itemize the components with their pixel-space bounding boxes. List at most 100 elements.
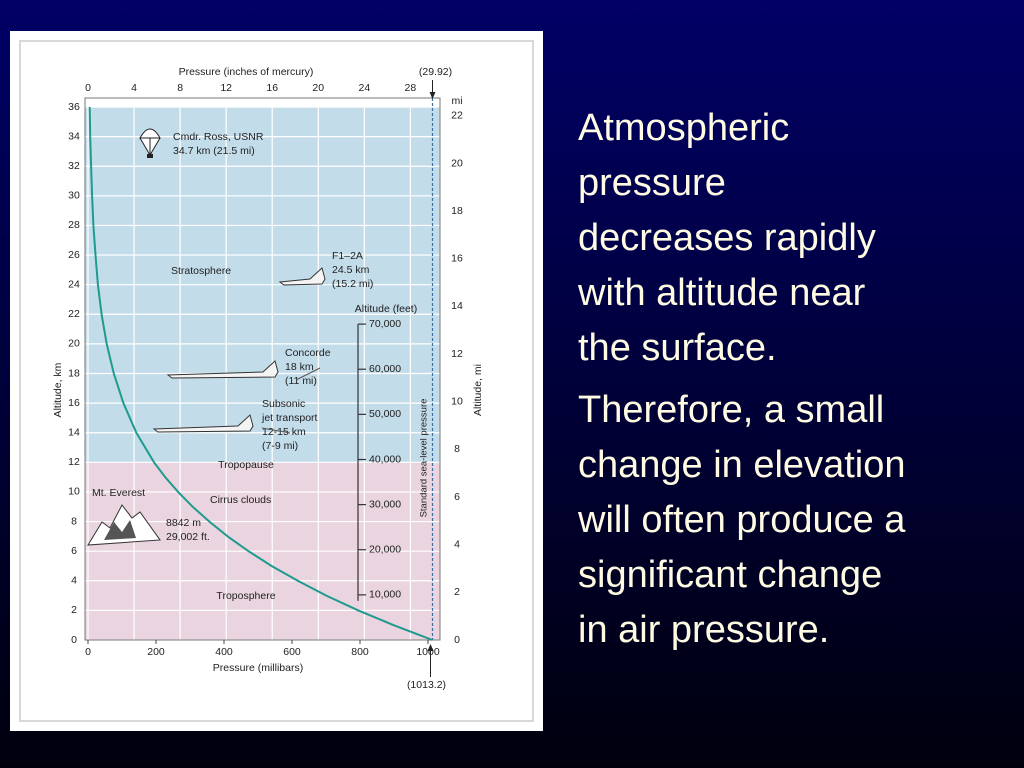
y-tick-label: 32 <box>68 160 80 172</box>
arrow-head <box>429 92 436 99</box>
annotation: (15.2 mi) <box>332 278 373 290</box>
annotation: 24.5 km <box>332 264 370 276</box>
y2-tick-label: 18 <box>451 205 463 217</box>
y-tick-label: 36 <box>68 101 80 113</box>
slide-text-line: change in elevation <box>578 444 906 486</box>
y2-tick-label: 10 <box>451 396 463 408</box>
y2-tick-label: 2 <box>454 586 460 598</box>
y3-tick-label: 70,000 <box>369 318 401 330</box>
y2-axis-label: Altitude, mi <box>472 364 484 416</box>
y-tick-label: 34 <box>68 130 80 142</box>
x-axis-label: Pressure (millibars) <box>213 662 303 674</box>
y-tick-label: 10 <box>68 486 80 498</box>
y-tick-label: 8 <box>71 515 77 527</box>
y3-tick-label: 40,000 <box>369 453 401 465</box>
x2-tick-label: 4 <box>131 82 137 94</box>
x2-axis-label: Pressure (inches of mercury) <box>179 66 314 78</box>
plot-border <box>84 97 441 641</box>
x-tick-label: 200 <box>147 646 165 658</box>
balloon-icon <box>139 128 161 156</box>
y2-tick-label: 8 <box>454 443 460 455</box>
x2-tick-label: 12 <box>220 82 232 94</box>
concorde-icon <box>166 360 279 379</box>
annotation: jet transport <box>261 412 318 424</box>
y2-tick-label: 0 <box>454 634 460 646</box>
y-tick-label: 28 <box>68 219 80 231</box>
leader-line <box>261 367 321 434</box>
x2-tick-label: 0 <box>85 82 91 94</box>
slide-text-line: with altitude near <box>578 272 866 314</box>
slide-text-line: significant change <box>578 554 883 596</box>
x-tick-label: 0 <box>85 646 91 658</box>
annotation: Cmdr. Ross, USNR <box>173 131 264 143</box>
y-tick-label: 30 <box>68 190 80 202</box>
y-tick-label: 12 <box>68 456 80 468</box>
chart: 0 200 400 600 800 1000(1013.2)Pressure (milli… <box>52 66 484 691</box>
y-tick-label: 20 <box>68 338 80 350</box>
y2-tick-label: 12 <box>451 348 463 360</box>
slide-text-line: Therefore, a small <box>578 389 885 431</box>
y-tick-label: 14 <box>68 427 80 439</box>
pressure-curve <box>88 106 433 641</box>
arrow-head <box>427 644 434 651</box>
band-label: Troposphere <box>216 590 275 602</box>
y3-tick-label: 50,000 <box>369 408 401 420</box>
annotation: Cirrus clouds <box>210 494 271 506</box>
y2-unit: mi <box>451 95 462 107</box>
x-tick-label: (1013.2) <box>407 679 446 691</box>
annotation: 34.7 km (21.5 mi) <box>173 145 255 157</box>
y-tick-label: 6 <box>71 545 77 557</box>
gondola-icon <box>147 154 153 158</box>
x2-tick-label: 20 <box>312 82 324 94</box>
slide-text-line: in air pressure. <box>578 609 830 651</box>
y3-tick-label: 10,000 <box>369 589 401 601</box>
y-tick-label: 24 <box>68 278 80 290</box>
annotation: Mt. Everest <box>92 487 145 499</box>
slide-text-line: will often produce a <box>578 499 906 541</box>
y-tick-label: 0 <box>71 634 77 646</box>
y-tick-label: 2 <box>71 604 77 616</box>
annotation: Concorde <box>285 347 331 359</box>
x2-tick-label: 8 <box>177 82 183 94</box>
y2-tick-label: 22 <box>451 110 463 122</box>
x-tick-label: 400 <box>215 646 233 658</box>
slide-text-line: Atmospheric <box>578 107 790 149</box>
y3-tick-label: 30,000 <box>369 498 401 510</box>
annotation: 8842 m <box>166 517 201 529</box>
y2-tick-label: 20 <box>451 157 463 169</box>
y2-tick-label: 16 <box>451 253 463 265</box>
x-tick-label: 800 <box>351 646 369 658</box>
x2-tick-label: (29.92) <box>419 66 452 78</box>
slide-text-line: pressure <box>578 162 726 204</box>
boundary-label: Tropopause <box>218 459 274 471</box>
x2-tick-label: 16 <box>266 82 278 94</box>
band-label: Stratosphere <box>171 265 231 277</box>
y-axis-label: Altitude, km <box>52 362 64 417</box>
annotation: (11 mi) <box>285 375 317 387</box>
jet-icon <box>152 414 254 433</box>
x-tick-label: 1000 <box>416 646 440 658</box>
annotation: (7-9 mi) <box>262 440 298 452</box>
reference-label: Standard sea-level pressure <box>419 399 430 518</box>
y-tick-label: 26 <box>68 249 80 261</box>
slide-text-line: the surface. <box>578 327 777 369</box>
y2-tick-label: 4 <box>454 538 460 550</box>
y3-tick-label: 60,000 <box>369 363 401 375</box>
y3-tick-label: 20,000 <box>369 544 401 556</box>
slide-text-line: decreases rapidly <box>578 217 876 259</box>
annotation: 29,002 ft. <box>166 531 210 543</box>
annotation: Subsonic <box>262 398 305 410</box>
y-tick-label: 22 <box>68 308 80 320</box>
y2-tick-label: 14 <box>451 300 463 312</box>
annotation: 18 km <box>285 361 314 373</box>
y-tick-label: 18 <box>68 367 80 379</box>
y2-tick-label: 6 <box>454 491 460 503</box>
mountain-icon <box>87 504 161 546</box>
mountain-shade <box>104 520 136 540</box>
x2-tick-label: 24 <box>358 82 370 94</box>
chart-frame <box>19 40 534 722</box>
annotation: F1–2A <box>332 250 363 262</box>
y-tick-label: 16 <box>68 397 80 409</box>
